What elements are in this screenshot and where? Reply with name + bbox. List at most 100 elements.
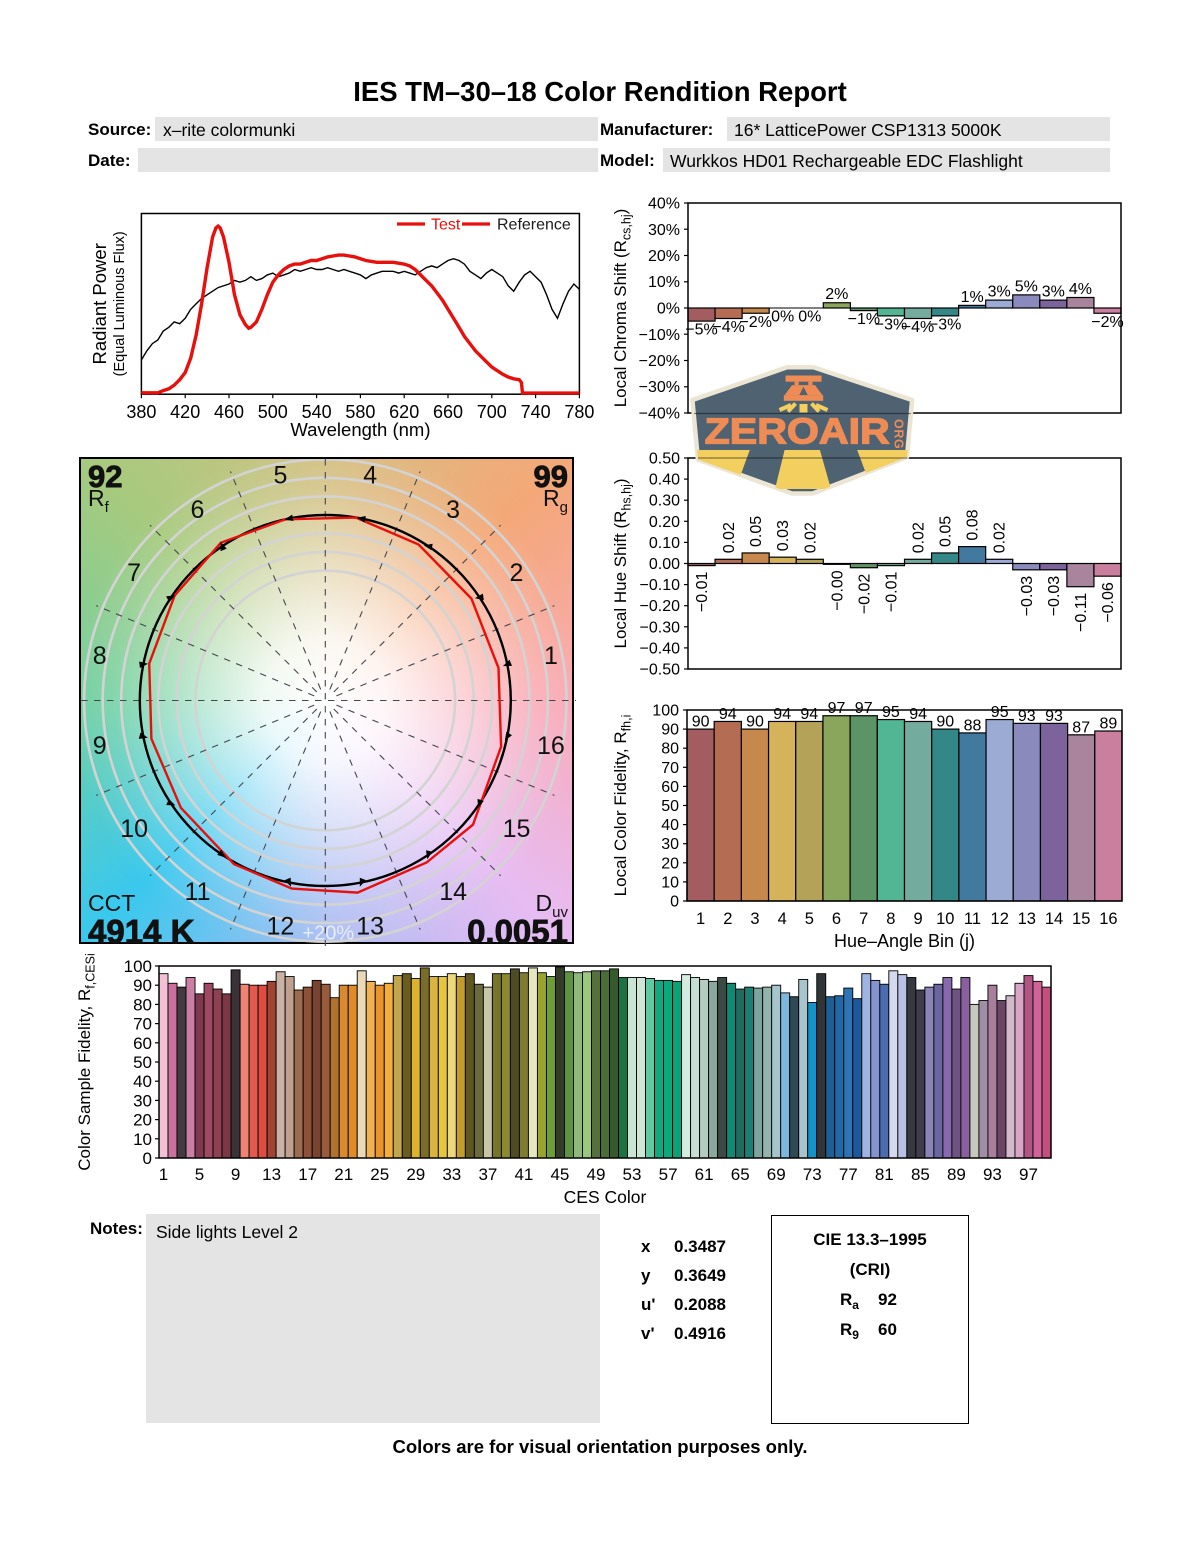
svg-text:0: 0 [143,1149,152,1168]
svg-text:CES Color: CES Color [564,1187,647,1207]
svg-text:17: 17 [298,1165,317,1184]
svg-text:Local Chroma Shift (Rcs,hj): Local Chroma Shift (Rcs,hj) [611,209,634,408]
svg-text:3: 3 [446,496,460,524]
svg-text:13: 13 [1018,910,1036,928]
svg-text:0.40: 0.40 [649,472,680,489]
svg-text:37: 37 [478,1165,497,1184]
svg-text:−3%: −3% [875,316,907,333]
svg-text:−20%: −20% [639,353,680,370]
svg-text:89: 89 [947,1165,966,1184]
svg-text:20%: 20% [648,248,680,265]
svg-text:87: 87 [1072,719,1090,736]
svg-text:4: 4 [778,910,787,928]
svg-text:90: 90 [936,714,954,731]
svg-text:89: 89 [1100,716,1118,733]
svg-text:0%: 0% [657,301,680,318]
svg-text:Test: Test [431,217,461,234]
svg-text:0.08: 0.08 [965,509,982,540]
svg-text:2%: 2% [825,286,848,303]
svg-text:41: 41 [514,1165,533,1184]
svg-text:94: 94 [719,706,737,723]
svg-text:−4%: −4% [712,319,744,336]
svg-text:3: 3 [750,910,759,928]
svg-text:20: 20 [133,1111,152,1130]
svg-text:90: 90 [133,976,152,995]
svg-text:60: 60 [661,779,679,796]
svg-text:95: 95 [882,704,900,721]
svg-text:85: 85 [911,1165,930,1184]
svg-text:12: 12 [991,910,1009,928]
svg-text:0.02: 0.02 [911,522,928,553]
svg-text:0.00: 0.00 [649,556,680,573]
svg-text:61: 61 [695,1165,714,1184]
svg-text:660: 660 [433,402,463,422]
svg-text:CCT: CCT [88,890,135,916]
svg-text:5: 5 [195,1165,204,1184]
svg-text:40: 40 [661,817,679,834]
svg-text:Reference: Reference [497,217,571,234]
svg-text:1: 1 [159,1165,168,1184]
svg-text:380: 380 [126,402,156,422]
svg-text:500: 500 [258,402,288,422]
svg-text:94: 94 [773,706,791,723]
svg-text:30: 30 [133,1091,152,1110]
svg-text:30: 30 [661,836,679,853]
svg-text:−2%: −2% [1091,314,1123,331]
svg-text:93: 93 [1045,708,1063,725]
svg-text:780: 780 [564,402,594,422]
svg-text:0.30: 0.30 [649,493,680,510]
svg-text:53: 53 [623,1165,642,1184]
svg-text:12: 12 [266,913,294,941]
svg-text:700: 700 [477,402,507,422]
svg-text:−0.01: −0.01 [884,571,901,612]
svg-text:5: 5 [805,910,814,928]
svg-text:3%: 3% [988,284,1011,301]
svg-text:−0.50: −0.50 [640,662,681,679]
svg-text:1%: 1% [961,289,984,306]
svg-text:Wavelength (nm): Wavelength (nm) [290,419,430,440]
svg-text:69: 69 [767,1165,786,1184]
svg-text:81: 81 [875,1165,894,1184]
svg-text:−0.11: −0.11 [1073,593,1090,632]
svg-text:70: 70 [661,760,679,777]
svg-text:90: 90 [746,714,764,731]
svg-text:10: 10 [661,874,679,891]
svg-text:5: 5 [273,461,287,489]
svg-text:−0.20: −0.20 [640,598,681,615]
svg-text:10%: 10% [648,274,680,291]
svg-text:93: 93 [983,1165,1002,1184]
svg-text:45: 45 [550,1165,569,1184]
svg-text:8: 8 [93,642,107,670]
svg-text:−0.02: −0.02 [856,574,873,615]
svg-text:88: 88 [964,717,982,734]
svg-text:94: 94 [909,706,927,723]
svg-text:9: 9 [914,910,923,928]
svg-text:2: 2 [510,559,524,587]
svg-text:−0.40: −0.40 [640,640,681,657]
svg-text:40%: 40% [648,196,680,213]
svg-text:10: 10 [133,1130,152,1149]
svg-text:−10%: −10% [639,327,680,344]
svg-text:−3%: −3% [929,316,961,333]
svg-text:10: 10 [936,910,954,928]
svg-text:ZEROAIR: ZEROAIR [705,411,890,452]
svg-text:−0.30: −0.30 [640,619,681,636]
svg-text:80: 80 [661,741,679,758]
svg-text:1: 1 [544,642,558,670]
svg-text:95: 95 [991,704,1009,721]
svg-text:−5%: −5% [685,322,717,339]
svg-text:77: 77 [839,1165,858,1184]
svg-text:Radiant Power: Radiant Power [89,243,110,364]
svg-text:−2%: −2% [739,314,771,331]
svg-text:3%: 3% [1042,284,1065,301]
svg-text:97: 97 [828,700,846,717]
svg-text:90: 90 [692,714,710,731]
svg-text:ORG: ORG [892,419,906,449]
svg-text:0.0051: 0.0051 [467,913,568,946]
svg-text:Rf: Rf [88,485,110,516]
svg-text:−0.00: −0.00 [829,570,846,611]
svg-text:0.10: 0.10 [649,535,680,552]
svg-text:90: 90 [661,722,679,739]
svg-text:−1%: −1% [848,311,880,328]
svg-text:−0.01: −0.01 [694,571,711,612]
